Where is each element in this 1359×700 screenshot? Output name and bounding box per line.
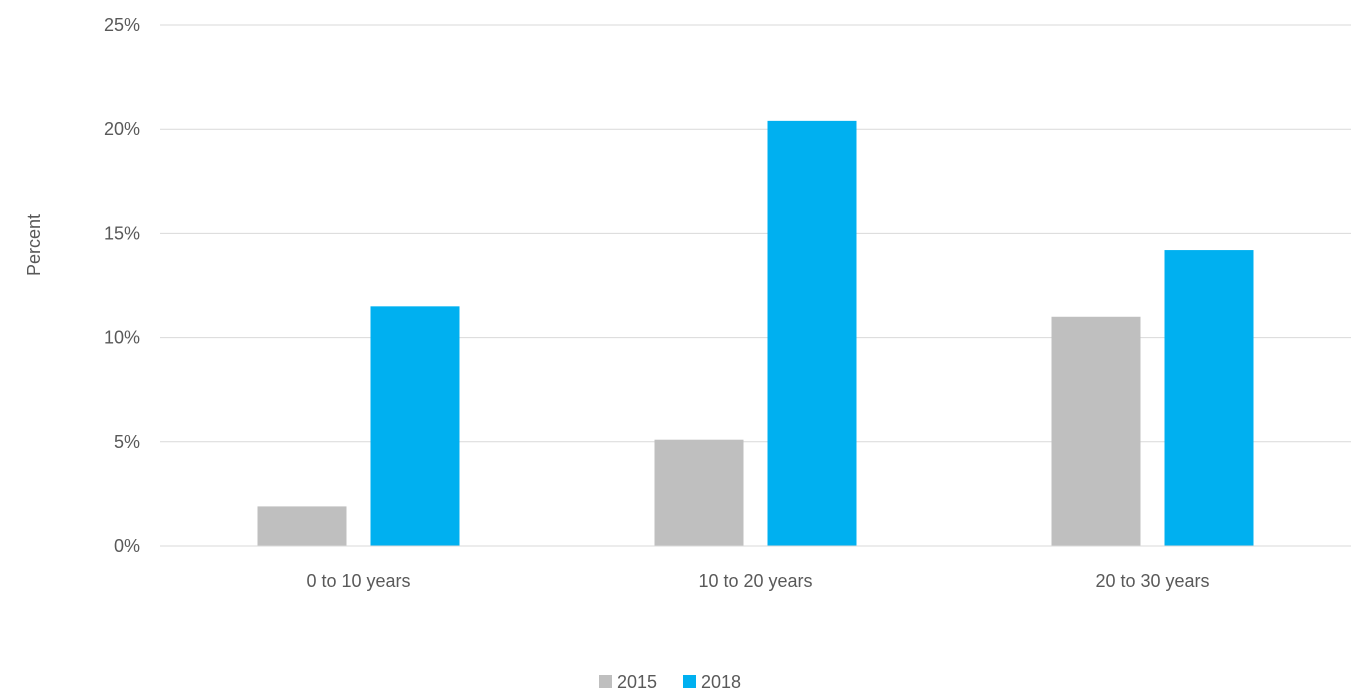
bars xyxy=(257,120,1254,546)
y-tick-label: 25% xyxy=(104,15,140,35)
gridlines xyxy=(160,24,1351,443)
bar-2018-1 xyxy=(767,120,857,546)
y-tick-label: 0% xyxy=(114,536,140,556)
x-axis-tick-labels: 0 to 10 years 10 to 20 years 20 to 30 year… xyxy=(306,571,1209,591)
legend: 2015 2018 xyxy=(599,672,741,692)
legend-swatch-2015 xyxy=(599,675,612,688)
legend-swatch-2018 xyxy=(683,675,696,688)
bar-2018-2 xyxy=(1164,250,1254,546)
bar-2015-1 xyxy=(654,439,744,546)
x-tick-label: 20 to 30 years xyxy=(1095,571,1209,591)
y-tick-label: 15% xyxy=(104,223,140,243)
legend-label: 2015 xyxy=(617,672,657,692)
bar-2015-0 xyxy=(257,506,347,546)
bar-2018-0 xyxy=(370,306,460,546)
y-tick-label: 10% xyxy=(104,328,140,348)
x-tick-label: 10 to 20 years xyxy=(698,571,812,591)
y-tick-label: 20% xyxy=(104,119,140,139)
y-axis-title: Percent xyxy=(24,214,44,276)
bar-2015-2 xyxy=(1051,316,1141,546)
y-tick-label: 5% xyxy=(114,432,140,452)
legend-label: 2018 xyxy=(701,672,741,692)
y-axis-tick-labels: 0% 5% 10% 15% 20% 25% xyxy=(104,15,140,556)
x-tick-label: 0 to 10 years xyxy=(306,571,410,591)
